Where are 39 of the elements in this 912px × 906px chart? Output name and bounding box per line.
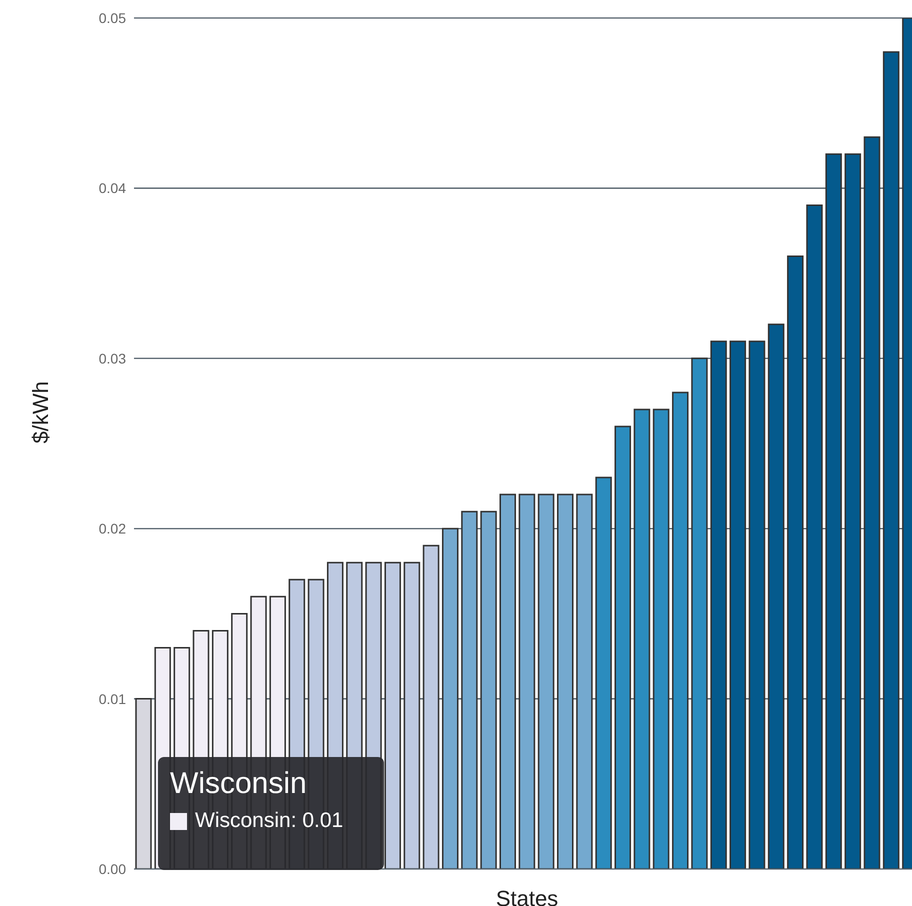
bar: [499, 494, 516, 869]
y-tick-label: 0.02: [98, 520, 126, 537]
y-tick-label: 0.04: [98, 180, 126, 196]
bar: [614, 426, 632, 869]
bar: [652, 408, 670, 869]
bar: [710, 340, 727, 869]
bar: [730, 340, 746, 869]
bar: [864, 136, 880, 869]
bar: [404, 562, 420, 869]
bar: [422, 544, 440, 869]
bar: [634, 408, 650, 869]
bar: [480, 510, 497, 869]
bar: [882, 51, 900, 869]
bar: [557, 494, 574, 869]
y-tick-label: 0.00: [98, 860, 126, 877]
tooltip-box: Wisconsin Wisconsin: 0.01: [158, 757, 384, 870]
y-tick-label: 0.05: [98, 10, 126, 26]
bar: [672, 392, 689, 869]
bar: [691, 358, 708, 869]
bar: [748, 340, 766, 869]
annotation: Wisconsin: [170, 767, 308, 801]
bar: [461, 510, 478, 869]
annotation: Wisconsin: 0.01: [195, 809, 344, 833]
x-axis-title: States: [496, 886, 558, 906]
bar: [384, 562, 401, 869]
bar: [787, 256, 804, 869]
y-axis-title: $/kWh: [28, 381, 53, 444]
bar: [518, 494, 536, 869]
bar: [768, 324, 784, 869]
bar: [442, 528, 458, 869]
bar: [844, 153, 862, 869]
bar: [806, 204, 823, 869]
y-tick-label: 0.03: [98, 350, 126, 366]
bar: [576, 494, 593, 869]
bar: [538, 494, 554, 869]
bar: [135, 698, 152, 869]
y-tick-label: 0.01: [98, 690, 126, 707]
bar: [595, 476, 612, 869]
bar: [825, 153, 842, 869]
